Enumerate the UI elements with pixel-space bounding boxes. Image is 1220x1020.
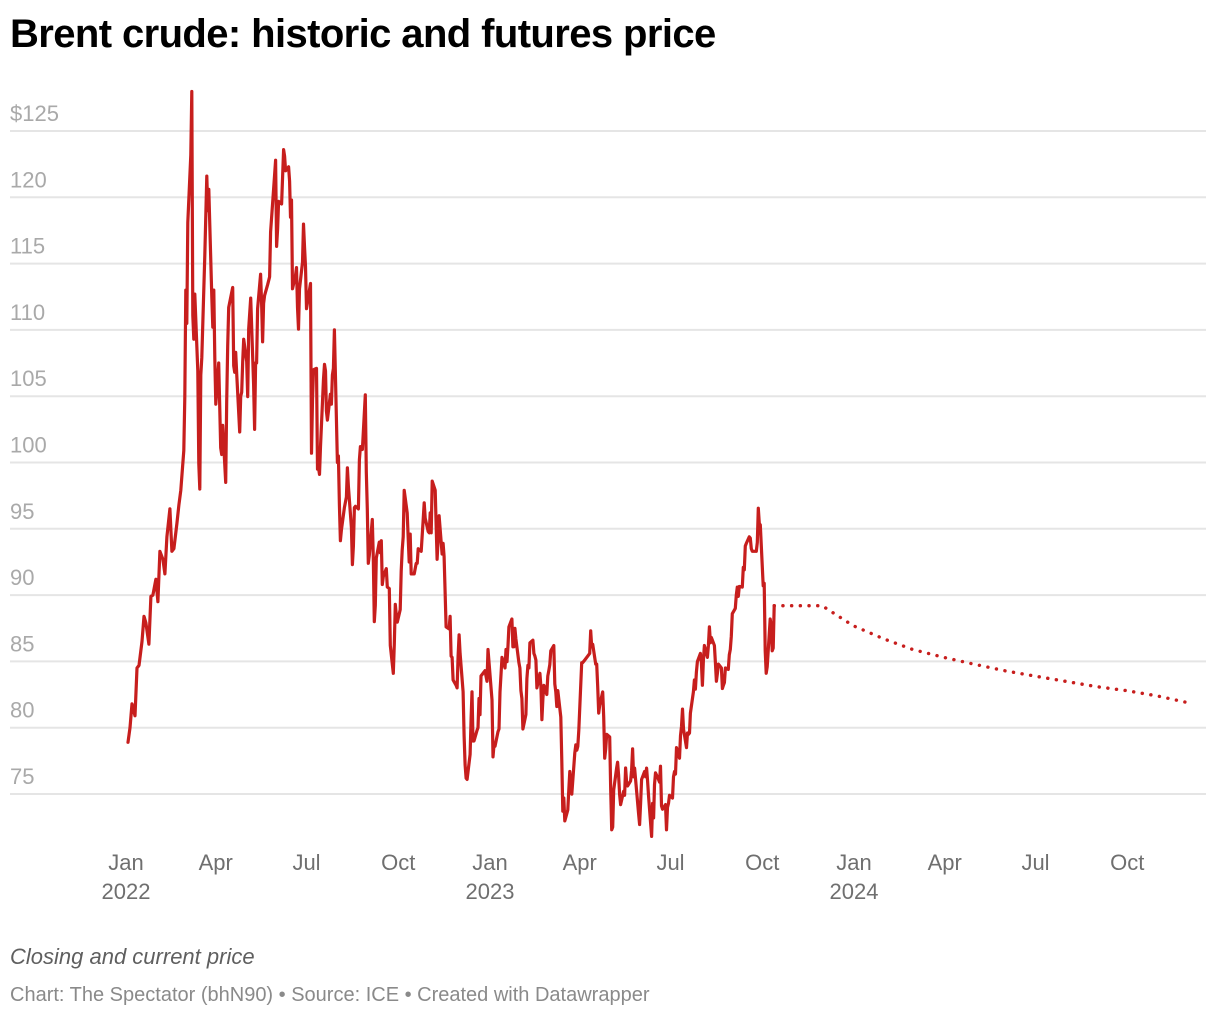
chart-note: Closing and current price (10, 944, 255, 969)
x-tick-label: Apr (928, 850, 962, 875)
historic-price-line (126, 89, 776, 838)
x-tick-label: Jul (656, 850, 684, 875)
y-tick-label: 100 (10, 433, 47, 458)
chart-title: Brent crude: historic and futures price (10, 12, 716, 56)
x-tick-label: Oct (745, 850, 779, 875)
y-tick-label: 95 (10, 499, 34, 524)
series (126, 89, 1194, 838)
x-tick-label: Jul (292, 850, 320, 875)
x-tick-label: Oct (1110, 850, 1144, 875)
x-tick-label: Jan (108, 850, 143, 875)
futures-price-line (772, 604, 1194, 706)
y-axis-ticks: $125 120 115 110 105 100 95 90 85 80 75 (10, 101, 59, 789)
x-tick-year-label: 2023 (466, 879, 515, 904)
y-tick-label: $125 (10, 101, 59, 126)
gridlines (10, 130, 1206, 795)
y-tick-label: 115 (10, 234, 45, 259)
y-tick-label: 105 (10, 366, 47, 391)
y-tick-label: 75 (10, 764, 34, 789)
x-tick-label: Oct (381, 850, 415, 875)
x-tick-year-label: 2022 (102, 879, 151, 904)
x-tick-label: Apr (199, 850, 233, 875)
y-tick-label: 85 (10, 631, 34, 656)
x-tick-label: Jan (472, 850, 507, 875)
x-axis-ticks: Jan 2022 Apr Jul Oct Jan 2023 Apr Jul Oct Jan 2024 A… (102, 850, 1145, 904)
y-tick-label: 120 (10, 167, 47, 192)
chart-credits: Chart: The Spectator (bhN90) • Source: I… (10, 984, 650, 1006)
y-tick-label: 110 (10, 300, 45, 325)
x-tick-year-label: 2024 (830, 879, 879, 904)
y-tick-label: 90 (10, 565, 34, 590)
x-tick-label: Apr (563, 850, 597, 875)
x-tick-label: Jan (836, 850, 871, 875)
y-tick-label: 80 (10, 698, 34, 723)
x-tick-label: Jul (1021, 850, 1049, 875)
